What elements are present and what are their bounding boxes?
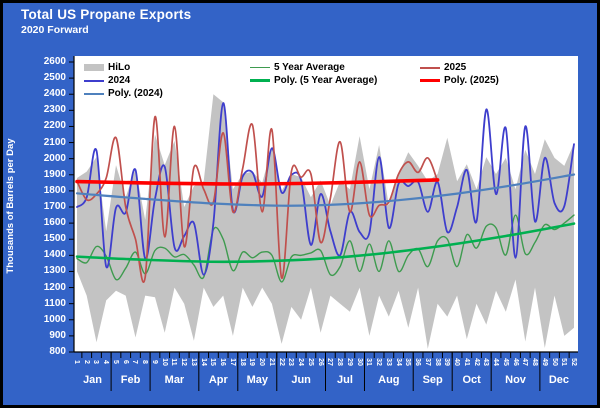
legend-line-swatch (250, 66, 270, 69)
month-label-jun: Jun (291, 374, 311, 386)
month-label-oct: Oct (462, 374, 481, 386)
legend-line-swatch (420, 66, 440, 69)
legend-item-poly-2025[interactable]: Poly. (2025) (420, 74, 499, 87)
month-label-mar: Mar (164, 374, 185, 386)
month-label-aug: Aug (378, 374, 400, 386)
legend-item-hilo[interactable]: HiLo (84, 61, 130, 74)
legend-item-5-year-average[interactable]: 5 Year Average (250, 61, 345, 74)
legend-item-poly-5-year-average[interactable]: Poly. (5 Year Average) (250, 74, 377, 87)
y-tick-label: 2500 (43, 72, 66, 84)
legend-label: HiLo (108, 62, 131, 73)
legend-label: Poly. (2025) (444, 75, 499, 86)
y-tick-label: 1300 (43, 265, 66, 277)
hilo-band (77, 94, 574, 349)
legend-label: 5 Year Average (274, 62, 345, 73)
series-5-year-average (76, 214, 575, 283)
y-tick-label: 1400 (43, 249, 66, 261)
series-2025 (76, 115, 439, 283)
legend-item-2025[interactable]: 2025 (420, 61, 466, 74)
y-tick-label: 1900 (43, 168, 66, 180)
y-tick-label: 1800 (43, 184, 66, 196)
chart-title: Total US Propane Exports (21, 7, 192, 22)
y-tick-label: 2400 (43, 88, 66, 100)
y-tick-label: 1100 (44, 297, 66, 309)
y-tick-label: 2100 (43, 136, 66, 148)
month-label-jul: Jul (337, 374, 353, 386)
y-tick-label: 2300 (43, 104, 66, 116)
chart-subtitle: 2020 Forward (21, 24, 89, 36)
legend-label: Poly. (5 Year Average) (274, 75, 378, 86)
legend-item-2024[interactable]: 2024 (84, 74, 130, 87)
month-label-may: May (246, 374, 268, 386)
legend-label: 2025 (444, 62, 467, 73)
y-tick-label: 1600 (43, 217, 66, 229)
legend-label: 2024 (108, 75, 131, 86)
legend-line-swatch (420, 78, 440, 83)
legend-item-poly-2024[interactable]: Poly. (2024) (84, 87, 163, 100)
y-tick-label: 2200 (43, 120, 66, 132)
y-tick-label: 2000 (43, 152, 66, 164)
y-tick-label: 1700 (43, 201, 66, 212)
month-label-apr: Apr (208, 374, 228, 386)
month-label-sep: Sep (422, 374, 443, 386)
month-label-feb: Feb (120, 374, 141, 386)
week-label: 52 (570, 358, 578, 366)
legend-line-swatch (84, 92, 104, 95)
y-tick-label: 2600 (43, 56, 66, 67)
y-tick-label: 1500 (43, 233, 66, 245)
legend-band-swatch (84, 64, 104, 71)
month-label-nov: Nov (505, 374, 526, 386)
y-tick-label: 900 (49, 329, 66, 341)
legend-line-swatch (250, 79, 270, 82)
month-label-dec: Dec (548, 374, 570, 386)
y-tick-label: 800 (49, 346, 66, 357)
legend-line-swatch (84, 79, 104, 82)
legend-label: Poly. (2024) (108, 88, 163, 99)
series-poly-2024 (75, 173, 576, 207)
series-poly-5-year-average (75, 222, 576, 264)
y-tick-label: 1000 (43, 313, 66, 325)
month-label-jan: Jan (83, 374, 103, 386)
y-tick-label: 1200 (43, 281, 66, 293)
series-poly-2025 (75, 178, 440, 186)
